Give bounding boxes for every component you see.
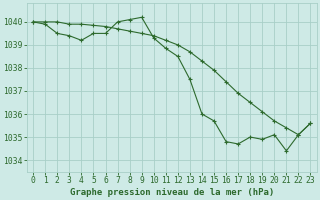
X-axis label: Graphe pression niveau de la mer (hPa): Graphe pression niveau de la mer (hPa) bbox=[70, 188, 274, 197]
